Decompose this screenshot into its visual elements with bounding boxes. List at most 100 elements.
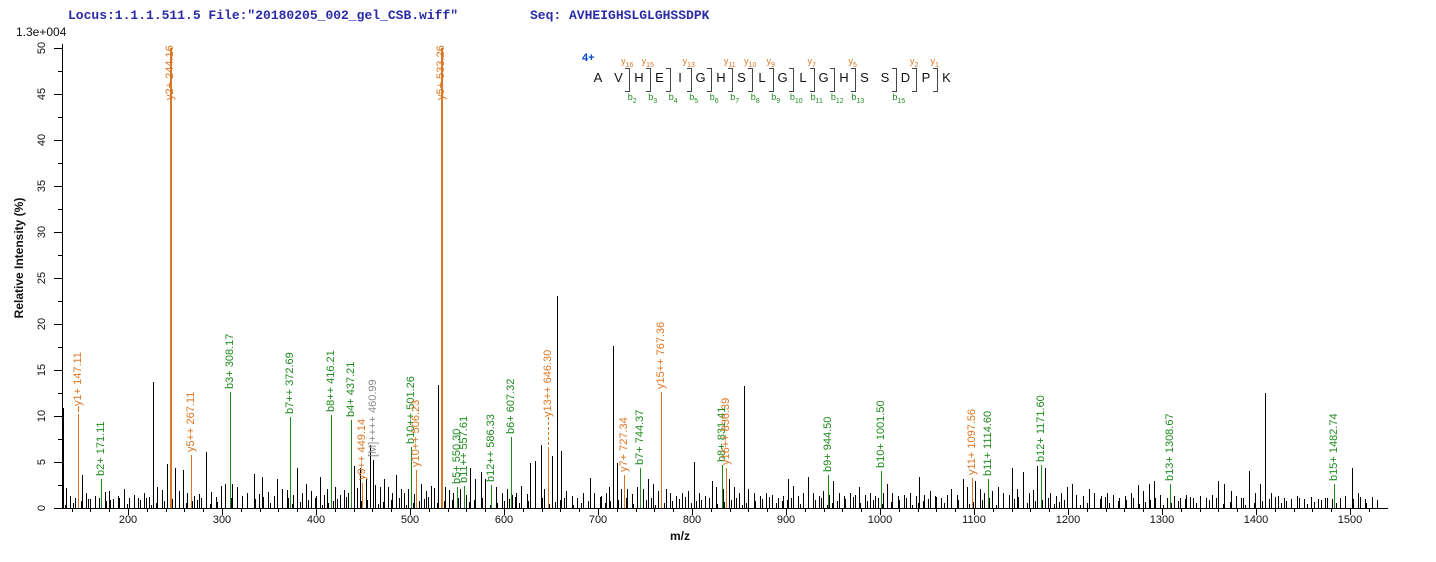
spectrum-peak — [813, 493, 815, 508]
x-minor-tick — [109, 509, 111, 512]
fragment-bracket — [727, 68, 733, 92]
b-ion-peak — [881, 471, 883, 508]
fragment-bracket — [789, 68, 795, 92]
spectrum-peak — [736, 498, 738, 508]
x-minor-tick — [240, 509, 242, 512]
spectrum-peak — [1230, 490, 1232, 508]
spectrum-peak — [548, 504, 550, 508]
spectrum-peak — [946, 495, 948, 508]
spectrum-peak — [1041, 499, 1043, 508]
spectrum-peak — [685, 496, 687, 508]
spectrum-peak — [991, 490, 993, 508]
spectrum-peak — [754, 493, 756, 508]
b-ion-peak — [721, 464, 723, 508]
spectrum-peak — [556, 296, 558, 508]
x-minor-tick — [297, 509, 299, 512]
spectrum-peak — [957, 495, 959, 508]
spectrum-peak — [1170, 502, 1172, 508]
spectrum-peak — [688, 490, 690, 508]
spectrum-peak — [1104, 496, 1106, 508]
y-ion-label: y15 — [641, 56, 654, 69]
ion-peak-label: y10++ 506.23 — [409, 399, 422, 468]
spectrum-peak — [910, 493, 912, 508]
x-minor-tick — [898, 509, 900, 512]
ion-label-connector — [547, 417, 549, 446]
spectrum-peak — [287, 497, 289, 508]
spectrum-peak — [618, 499, 620, 508]
spectrum-peak — [1236, 496, 1238, 508]
spectrum-peak — [421, 484, 423, 508]
spectrum-peak — [633, 504, 635, 508]
spectrum-peak — [345, 496, 347, 508]
spectrum-peak — [1193, 497, 1195, 508]
spectrum-peak — [155, 502, 157, 508]
x-major-tick — [1256, 509, 1257, 515]
y-ion-peak — [971, 477, 973, 508]
spectrum-peak — [383, 479, 385, 508]
b-ion-label: b11 — [810, 92, 823, 105]
x-minor-tick — [447, 509, 449, 512]
spectrum-peak — [941, 497, 943, 508]
spectrum-peak — [1044, 467, 1046, 508]
spectrum-peak — [1061, 493, 1063, 508]
spectrum-peak — [787, 479, 789, 508]
spectrum-peak — [73, 502, 75, 508]
ion-peak-label: y1+ 147.11 — [72, 352, 85, 407]
residue-letter: S — [860, 70, 869, 85]
spectrum-peak — [1324, 497, 1326, 508]
spectrum-peak — [196, 499, 198, 508]
precursor-peak — [373, 460, 375, 508]
y-minor-tick — [58, 255, 62, 256]
b-ion-label: b9 — [771, 92, 781, 105]
spectrum-peak — [126, 504, 128, 508]
ion-peak-label: b12++ 586.33 — [485, 414, 498, 482]
spectrum-peak — [1339, 497, 1341, 508]
b-ion-peak — [350, 419, 352, 508]
spectrum-peak — [739, 493, 740, 508]
spectrum-peak — [821, 498, 823, 508]
spectrum-peak — [496, 486, 498, 508]
spectrum-peak — [1195, 503, 1197, 508]
y-ion-peak — [623, 474, 625, 508]
ion-peak-label: [M]++++ 460.99 — [367, 379, 380, 458]
spectrum-peak — [430, 485, 432, 508]
spectrum-peak — [746, 502, 748, 508]
spectrum-peak — [1067, 486, 1069, 508]
spectrum-peak — [872, 499, 874, 508]
ion-peak-label: b13+ 1308.67 — [1164, 413, 1177, 482]
spectrum-peak — [262, 476, 264, 508]
spectrum-peak — [311, 490, 313, 508]
spectrum-peak — [551, 456, 553, 508]
x-minor-tick — [522, 509, 524, 512]
ion-peak-label: b8++ 416.21 — [325, 350, 338, 413]
fragment-bracket — [748, 68, 754, 92]
spectrum-peak — [967, 486, 969, 508]
spectrum-peak — [428, 496, 430, 508]
y-tick-label: 20 — [36, 317, 48, 331]
spectrum-peak — [1113, 495, 1115, 508]
spectrum-peak — [1358, 493, 1360, 508]
x-major-tick — [786, 509, 787, 515]
fragment-bracket — [707, 68, 713, 92]
x-minor-tick — [955, 509, 957, 512]
x-minor-tick — [466, 509, 468, 512]
spectrum-peak — [918, 476, 920, 508]
b-ion-peak — [229, 392, 231, 508]
b-ion-label: b12 — [830, 92, 844, 105]
spectrum-peak — [866, 501, 868, 508]
spectrum-peak — [875, 496, 877, 508]
spectrum-peak — [1144, 502, 1146, 508]
spectrum-peak — [882, 493, 884, 508]
spectrum-peak — [95, 496, 97, 508]
spectrum-peak — [221, 485, 223, 508]
x-major-tick — [974, 509, 975, 515]
spectrum-peak — [1265, 393, 1267, 508]
spectrum-peak — [627, 488, 629, 508]
y-ion-peak — [415, 470, 417, 508]
spectrum-peak — [836, 500, 838, 508]
b-ion-peak — [100, 478, 102, 508]
spectrum-peak — [1083, 496, 1085, 508]
spectrum-peak — [1139, 504, 1141, 508]
spectrum-peak — [1281, 503, 1283, 508]
spectrum-peak — [1229, 502, 1231, 508]
